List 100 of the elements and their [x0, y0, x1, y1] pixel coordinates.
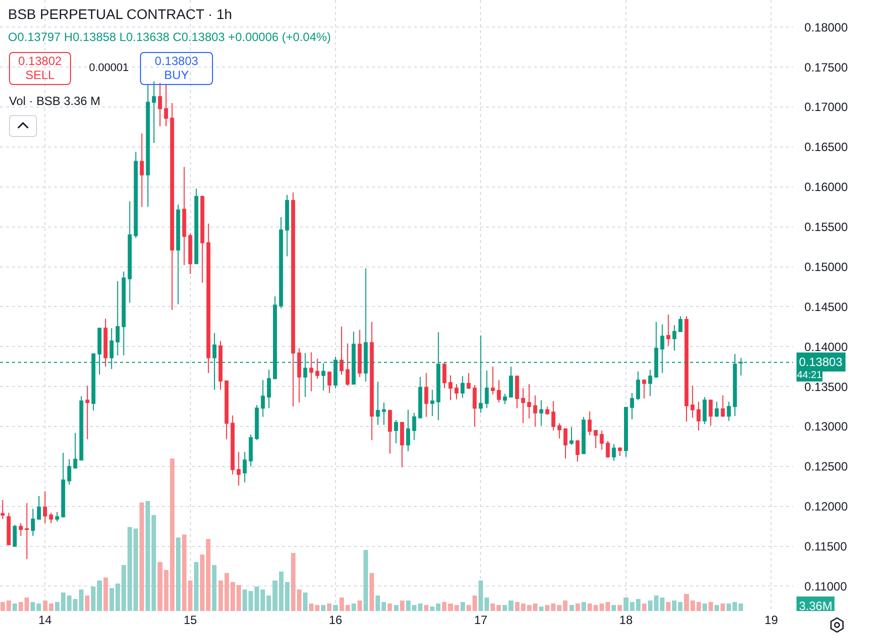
candlestick: [188, 232, 192, 274]
candlestick: [551, 400, 556, 431]
x-tick-label: 16: [328, 613, 342, 627]
candlestick: [696, 401, 701, 431]
candlestick: [502, 393, 507, 405]
candlestick: [43, 490, 47, 524]
candlestick: [672, 324, 676, 352]
candlestick: [533, 394, 538, 427]
candlestick: [55, 511, 60, 522]
bar: [642, 603, 646, 611]
candlestick: [472, 384, 477, 427]
candlestick: [260, 380, 265, 418]
candlestick: [490, 366, 495, 396]
x-tick-label: 17: [474, 613, 488, 627]
x-tick-label: 14: [38, 613, 52, 627]
bar: [12, 603, 18, 611]
text: 44:21: [797, 370, 822, 381]
candlestick: [248, 434, 253, 467]
candlestick: [182, 166, 186, 266]
candlestick: [266, 369, 271, 409]
candlestick: [0, 499, 5, 520]
bar: [720, 603, 726, 611]
x-tick-label: 18: [619, 613, 633, 627]
candlestick: [484, 370, 489, 409]
bar: [357, 600, 362, 611]
candlestick: [618, 446, 622, 457]
candlestick: [720, 394, 725, 418]
candlestick: [128, 200, 132, 304]
candlestick: [230, 414, 235, 475]
y-tick-label: 0.17500: [804, 60, 848, 74]
bar: [370, 572, 374, 611]
candlestick: [242, 452, 247, 483]
bar: [388, 603, 392, 611]
chart-title: Vol · BSB 3.36 M: [9, 94, 100, 108]
bar: [424, 604, 429, 611]
candlestick: [406, 409, 410, 452]
candlestick: [36, 495, 41, 520]
bar: [612, 604, 616, 611]
candlestick: [61, 452, 66, 518]
ref-line-label: 0.13803: [799, 355, 843, 369]
y-tick-label: 0.12000: [804, 500, 848, 514]
bar: [176, 538, 180, 611]
bar: [400, 600, 404, 611]
y-tick-label: 0.12500: [804, 460, 848, 474]
candlestick: [539, 400, 544, 426]
candlestick: [642, 378, 646, 400]
candlestick: [85, 385, 90, 440]
candlestick: [666, 314, 670, 346]
text: 3.36M: [799, 599, 832, 613]
candlestick: [164, 84, 168, 127]
candlestick: [170, 102, 174, 310]
candlestick: [454, 384, 459, 400]
bar: [103, 577, 108, 611]
y-tick-label: 0.13000: [804, 420, 848, 434]
candlestick: [236, 452, 241, 486]
candlestick: [388, 409, 392, 454]
candlestick: [370, 321, 374, 441]
candlestick: [12, 524, 17, 547]
candlestick: [24, 502, 29, 560]
candlestick: [321, 362, 326, 392]
candlestick: [152, 80, 156, 144]
candlestick: [527, 384, 532, 420]
bar: [302, 592, 308, 611]
candlestick: [563, 428, 568, 459]
candlestick: [122, 271, 126, 356]
candlestick: [49, 512, 54, 524]
candlestick: [582, 416, 586, 454]
candlestick: [412, 412, 416, 441]
candlestick: [442, 362, 446, 389]
candlestick: [116, 280, 120, 356]
candlestick: [496, 380, 501, 404]
candlestick: [6, 512, 11, 546]
candlestick: [690, 385, 695, 418]
candlestick: [612, 444, 616, 462]
candlestick: [448, 374, 452, 401]
candlestick: [394, 420, 398, 444]
bar: [702, 603, 707, 611]
candlestick: [194, 188, 198, 264]
bar: [194, 562, 199, 611]
candlestick: [315, 358, 320, 380]
candlestick: [146, 84, 150, 208]
candlestick: [382, 402, 386, 426]
candlestick: [327, 370, 332, 394]
candlestick: [279, 216, 284, 309]
candlestick: [291, 192, 296, 408]
candlestick: [67, 458, 72, 486]
candlestick: [376, 381, 380, 426]
bar: [212, 565, 217, 611]
bar: [333, 604, 338, 611]
y-tick-label: 0.13500: [804, 380, 848, 394]
y-tick-label: 0.18000: [804, 20, 848, 34]
y-tick-label: 0.14500: [804, 300, 848, 314]
candlestick: [358, 329, 362, 378]
candlestick: [134, 151, 138, 239]
candlestick: [224, 380, 229, 440]
candlestick: [254, 404, 259, 441]
candlestick: [624, 406, 628, 458]
bar: [575, 603, 580, 611]
candlestick: [297, 348, 302, 404]
bar: [666, 602, 671, 611]
